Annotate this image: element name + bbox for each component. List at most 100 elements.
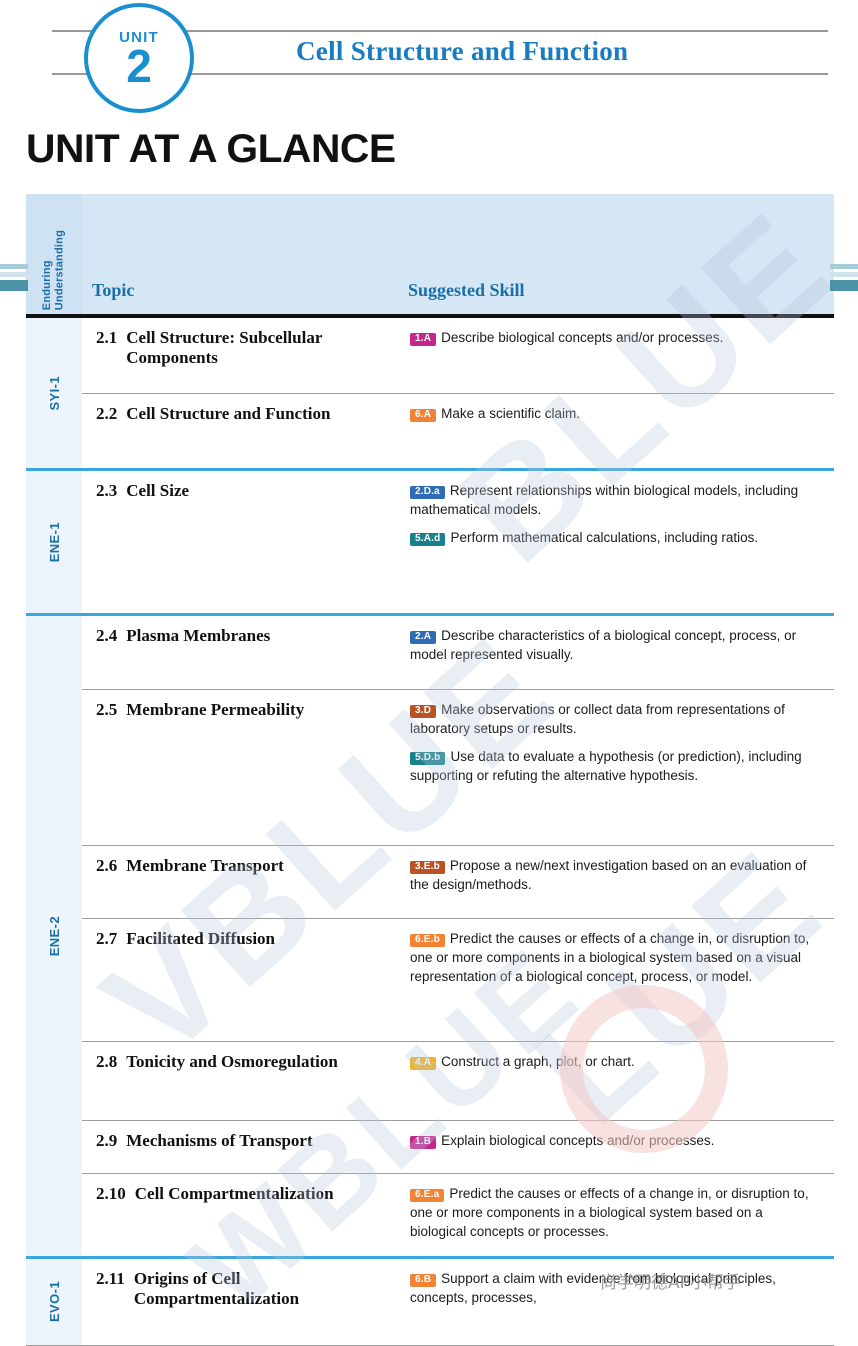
topic-number: 2.9 <box>96 1131 118 1150</box>
topic-cell: 2.2 Cell Structure and Function <box>82 394 404 468</box>
skill-description: Make a scientific claim. <box>441 406 580 421</box>
skill-code-badge: 5.A.d <box>410 532 446 547</box>
suggested-skill: 6.E.a Predict the causes or effects of a … <box>410 1184 816 1241</box>
enduring-understanding-group: ENE-1 2.3 Cell Size 2.D.a Represent relation… <box>26 468 834 613</box>
topic-title: Cell Structure: Subcellular Components <box>126 328 323 368</box>
skill-cell: 3.D Make observations or collect data fro… <box>404 690 834 845</box>
table-row: 2.9 Mechanisms of Transport 1.B Explain bio… <box>82 1120 834 1173</box>
unit-at-a-glance-table: Enduring Understanding Topic Suggested S… <box>26 194 834 1346</box>
skill-description: Represent relationships within biologica… <box>410 483 799 518</box>
skill-description: Support a claim with evidence from biolo… <box>410 1271 776 1306</box>
suggested-skill: 5.D.b Use data to evaluate a hypothesis (… <box>410 747 816 785</box>
suggested-skill: 2.D.a Represent relationships within biol… <box>410 481 816 519</box>
topic-cell: 2.10 Cell Compartmentalization <box>82 1174 404 1256</box>
topic-cell: 2.1 Cell Structure: Subcellular Component… <box>82 318 404 393</box>
skill-code-badge: 5.D.b <box>410 751 446 766</box>
topic-cell: 2.6 Membrane Transport <box>82 846 404 918</box>
eu-header-line1: Enduring <box>41 260 54 310</box>
topic-number: 2.5 <box>96 700 118 719</box>
topic-title: Plasma Membranes <box>126 626 271 645</box>
topic-number: 2.3 <box>96 481 118 500</box>
skill-code-badge: 6.B <box>410 1273 437 1287</box>
unit-header: UNIT 2 Cell Structure and Function <box>0 0 858 113</box>
header-rule-bottom <box>52 73 828 75</box>
skill-description: Perform mathematical calculations, inclu… <box>450 530 759 546</box>
topic-cell: 2.5 Membrane Permeability <box>82 690 404 845</box>
table-row: 2.4 Plasma Membranes 2.A Describe character… <box>82 616 834 689</box>
skill-code-badge: 1.A <box>410 332 437 346</box>
skill-code-badge: 1.B <box>410 1135 437 1149</box>
unit-number: 2 <box>126 39 152 92</box>
topic-number: 2.11 <box>96 1269 125 1288</box>
table-body: SYI-1 2.1 Cell Structure: Subcellular Comp… <box>26 318 834 1345</box>
table-row: 2.2 Cell Structure and Function 6.A Make a … <box>82 393 834 468</box>
suggested-skill: 4.A Construct a graph, plot, or chart. <box>410 1052 816 1071</box>
skill-code-badge: 6.A <box>410 408 437 422</box>
suggested-skill: 6.E.b Predict the causes or effects of a … <box>410 929 816 986</box>
skill-cell: 3.E.b Propose a new/next investigation ba… <box>404 846 834 918</box>
table-row: 2.6 Membrane Transport 3.E.b Propose a new/… <box>82 845 834 918</box>
topic-cell: 2.9 Mechanisms of Transport <box>82 1121 404 1173</box>
topic-number: 2.10 <box>96 1184 126 1203</box>
skill-cell: 6.A Make a scientific claim. <box>404 394 834 468</box>
enduring-understanding-label: EVO-1 <box>46 1281 62 1323</box>
suggested-skill: 1.B Explain biological concepts and/or pr… <box>410 1131 816 1150</box>
topic-cell: 2.7 Facilitated Diffusion <box>82 919 404 1041</box>
skill-cell: 4.A Construct a graph, plot, or chart. <box>404 1042 834 1120</box>
topic-column-header: Topic <box>92 280 135 300</box>
topic-number: 2.6 <box>96 856 118 875</box>
skill-description: Describe biological concepts and/or proc… <box>441 330 724 345</box>
enduring-understanding-spine: SYI-1 <box>26 318 82 468</box>
eu-header-line2: Understanding <box>54 229 66 310</box>
skill-description: Predict the causes or effects of a chang… <box>410 931 810 985</box>
table-row: 2.5 Membrane Permeability 3.D Make observat… <box>82 689 834 845</box>
topic-title: Membrane Transport <box>126 856 284 875</box>
skill-cell: 6.E.b Predict the causes or effects of a … <box>404 919 834 1041</box>
topic-number: 2.4 <box>96 626 118 645</box>
topic-number: 2.1 <box>96 328 118 347</box>
table-row: 2.3 Cell Size 2.D.a Represent relationships… <box>82 471 834 613</box>
right-edge-tab-marker <box>830 264 858 294</box>
topic-title: Cell Compartmentalization <box>134 1184 334 1203</box>
skill-cell: 6.B Support a claim with evidence from bi… <box>404 1259 834 1345</box>
table-row: 2.10 Cell Compartmentalization 6.E.a Predic… <box>82 1173 834 1256</box>
suggested-skill: 6.A Make a scientific claim. <box>410 404 816 423</box>
suggested-skill: 6.B Support a claim with evidence from bi… <box>410 1269 816 1307</box>
skill-cell: 1.B Explain biological concepts and/or pr… <box>404 1121 834 1173</box>
skill-description: Make observations or collect data from r… <box>410 702 785 737</box>
enduring-understanding-label: SYI-1 <box>46 375 62 411</box>
skill-cell: 2.D.a Represent relationships within biol… <box>404 471 834 613</box>
skill-code-badge: 2.D.a <box>410 485 445 499</box>
skill-cell: 2.A Describe characteristics of a biologi… <box>404 616 834 689</box>
skill-code-badge: 6.E.b <box>410 933 445 947</box>
topic-cell: 2.11 Origins of Cell Compartmentalization <box>82 1259 404 1345</box>
suggested-skill: 5.A.d Perform mathematical calculations, … <box>410 528 816 547</box>
enduring-understanding-group: ENE-2 2.4 Plasma Membranes 2.A Describe char… <box>26 613 834 1256</box>
enduring-understanding-label: ENE-1 <box>46 521 62 563</box>
suggested-skill: 3.E.b Propose a new/next investigation ba… <box>410 856 816 894</box>
topic-number: 2.8 <box>96 1052 118 1071</box>
enduring-understanding-spine: ENE-1 <box>26 471 82 613</box>
unit-badge: UNIT 2 <box>84 3 194 113</box>
table-row: 2.1 Cell Structure: Subcellular Component… <box>82 318 834 393</box>
table-row: 2.7 Facilitated Diffusion 6.E.b Predict the… <box>82 918 834 1041</box>
topic-title: Tonicity and Osmoregulation <box>126 1052 338 1071</box>
topic-title: Cell Size <box>126 481 190 500</box>
skill-code-badge: 3.D <box>410 704 437 718</box>
table-row: 2.8 Tonicity and Osmoregulation 4.A Constru… <box>82 1041 834 1120</box>
skill-code-badge: 3.E.b <box>410 860 445 874</box>
topic-cell: 2.8 Tonicity and Osmoregulation <box>82 1042 404 1120</box>
page-title: UNIT AT A GLANCE <box>26 127 396 171</box>
table-row: 2.11 Origins of Cell Compartmentalization… <box>82 1259 834 1345</box>
skill-column-header: Suggested Skill <box>408 280 525 300</box>
topic-cell: 2.3 Cell Size <box>82 471 404 613</box>
unit-label: UNIT <box>119 28 159 46</box>
overlay-watermark-note: 尚学明德AP小帮手 <box>600 1273 741 1293</box>
skill-code-badge: 4.A <box>410 1056 437 1070</box>
topic-title: Cell Structure and Function <box>126 404 331 423</box>
skill-code-badge: 2.A <box>410 630 437 644</box>
topic-title: Facilitated Diffusion <box>126 929 275 948</box>
skill-description: Describe characteristics of a biological… <box>410 628 797 663</box>
skill-description: Construct a graph, plot, or chart. <box>441 1054 635 1069</box>
skill-cell: 6.E.a Predict the causes or effects of a … <box>404 1174 834 1256</box>
